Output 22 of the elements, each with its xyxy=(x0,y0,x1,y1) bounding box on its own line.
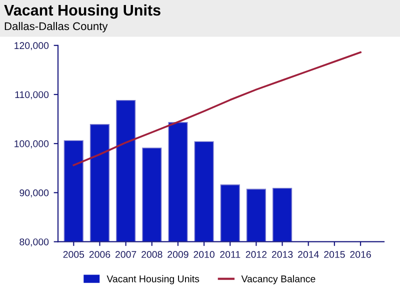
line-series xyxy=(72,51,362,166)
y-tick-label: 80,000 xyxy=(20,238,49,246)
x-tick-label: 2013 xyxy=(272,251,293,258)
x-tick-label: 2010 xyxy=(194,251,214,258)
chart-subtitle: Dallas-Dallas County xyxy=(4,22,108,32)
y-tick-label: 100,000 xyxy=(14,140,49,148)
legend-label: Vacancy Balance xyxy=(241,275,316,284)
y-tick-label: 120,000 xyxy=(14,42,49,50)
chart-title: Vacant Housing Units xyxy=(4,4,160,19)
x-tick-label: 2011 xyxy=(220,251,240,258)
x-tick-label: 2014 xyxy=(298,251,319,258)
x-tick-label: 2012 xyxy=(246,251,267,258)
y-tick-label: 90,000 xyxy=(20,189,49,198)
x-tick-label: 2016 xyxy=(350,251,371,258)
x-tick-label: 2015 xyxy=(324,251,345,258)
x-tick-label: 2007 xyxy=(115,251,136,258)
legend-label: Vacant Housing Units xyxy=(106,275,200,284)
y-tick-label: 110,000 xyxy=(15,91,49,100)
x-tick-label: 2006 xyxy=(89,251,110,258)
x-tick-label: 2005 xyxy=(63,251,84,258)
x-tick-label: 2009 xyxy=(168,251,188,258)
x-tick-label: 2008 xyxy=(142,251,162,258)
